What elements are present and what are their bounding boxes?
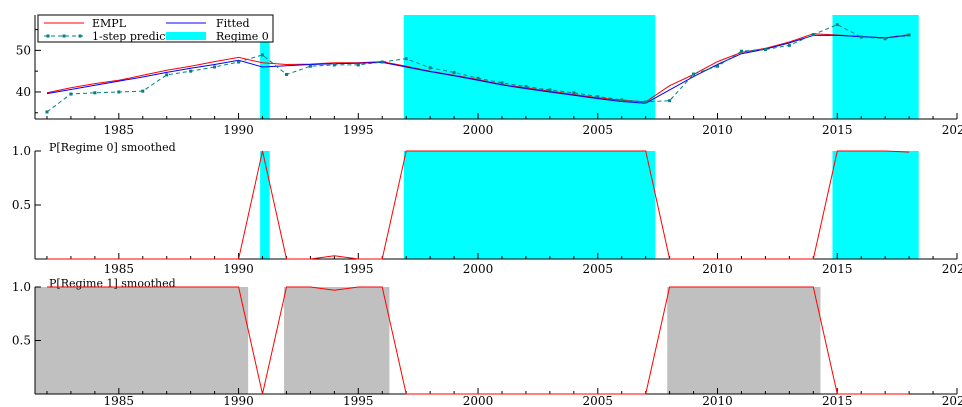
series-point — [284, 72, 288, 76]
legend-marker — [78, 34, 82, 38]
x-tick-label: 2020 — [942, 262, 962, 276]
legend-swatch — [166, 32, 206, 40]
series-point — [45, 110, 49, 114]
series-point — [596, 95, 600, 99]
regime-band — [403, 151, 656, 259]
x-tick-label: 2000 — [463, 262, 494, 276]
x-tick-label: 2015 — [822, 123, 853, 137]
legend-label: Fitted — [216, 17, 250, 30]
x-tick-label: 2010 — [702, 123, 733, 137]
y-tick-label: 50 — [16, 43, 31, 57]
x-tick-label: 2000 — [463, 123, 494, 137]
series-point — [620, 98, 624, 102]
series-line-probability — [47, 150, 910, 260]
legend-marker — [62, 34, 66, 38]
regime-band — [667, 287, 821, 394]
panel-2: 1985 1990 1995 2000 2005 2010 2015 2020 1.0 0.5 P[… — [12, 141, 962, 276]
series-point — [93, 91, 97, 95]
series-point — [356, 63, 360, 67]
series-point — [548, 88, 552, 92]
panel-1: 1985 1990 1995 2000 2005 2010 2015 2020 40 50 EMPL… — [16, 14, 962, 137]
x-tick-label: 1995 — [343, 262, 374, 276]
series-point — [452, 70, 456, 74]
legend-marker — [46, 34, 50, 38]
series-point — [572, 91, 576, 95]
x-tick-label: 2015 — [822, 262, 853, 276]
x-tick-label: 2020 — [942, 394, 962, 407]
panel-title: P[Regime 1] smoothed — [49, 277, 176, 290]
series-point — [859, 35, 863, 39]
x-tick-label: 2000 — [463, 394, 494, 407]
y-tick-label: 1.0 — [12, 144, 31, 158]
series-point — [308, 64, 312, 68]
series-point — [404, 57, 408, 61]
series-point — [524, 85, 528, 89]
series-point — [787, 43, 791, 47]
series-point — [213, 65, 217, 69]
series-point — [165, 73, 169, 77]
regime-band — [832, 151, 919, 259]
legend-box — [37, 14, 274, 43]
x-tick-label: 1985 — [104, 123, 135, 137]
series-point — [668, 99, 672, 103]
series-point — [644, 100, 648, 104]
x-tick-label: 1995 — [343, 394, 374, 407]
panel-title: P[Regime 0] smoothed — [49, 141, 176, 154]
series-point — [476, 76, 480, 80]
x-tick-label: 1990 — [223, 123, 254, 137]
series-point — [907, 33, 911, 37]
legend-label: EMPL — [92, 17, 127, 30]
x-tick-label: 2005 — [583, 123, 614, 137]
series-point — [692, 72, 696, 76]
series-line-probability — [47, 286, 910, 395]
x-tick-label: 1985 — [104, 262, 135, 276]
panel-3: 1985 1990 1995 2000 2005 2010 2015 2020 1.0 0.5 P[… — [12, 277, 962, 407]
series-point — [835, 23, 839, 27]
series-point — [141, 89, 145, 93]
series-point — [237, 60, 241, 64]
x-tick-label: 1985 — [104, 394, 135, 407]
y-tick-label: 0.5 — [12, 198, 31, 212]
regime-band — [35, 287, 249, 394]
x-tick-label: 1990 — [223, 394, 254, 407]
series-point — [189, 69, 193, 73]
series-point — [739, 49, 743, 53]
legend-label: 1-step prediction — [92, 30, 187, 43]
x-tick-label: 2010 — [702, 394, 733, 407]
y-tick-label: 0.5 — [12, 334, 31, 348]
series-point — [500, 81, 504, 85]
series-point — [117, 90, 121, 94]
x-tick-label: 2005 — [583, 394, 614, 407]
series-point — [428, 66, 432, 70]
x-tick-label: 1990 — [223, 262, 254, 276]
regime-band — [284, 287, 390, 394]
x-tick-label: 1995 — [343, 123, 374, 137]
series-point — [380, 60, 384, 64]
regime-band — [832, 15, 919, 119]
x-tick-label: 2010 — [702, 262, 733, 276]
y-tick-label: 40 — [16, 85, 31, 99]
series-point — [811, 33, 815, 37]
legend-label: Regime 0 — [216, 30, 269, 43]
regime-band — [403, 15, 656, 119]
series-point — [763, 48, 767, 52]
series-point — [716, 64, 720, 68]
series-point — [69, 92, 73, 96]
x-tick-label: 2015 — [822, 394, 853, 407]
series-point — [261, 53, 265, 57]
x-tick-label: 2020 — [942, 123, 962, 137]
series-point — [332, 63, 336, 67]
legend: EMPL Fitted 1-step prediction Regime 0 — [37, 14, 274, 43]
x-tick-label: 2005 — [583, 262, 614, 276]
y-tick-label: 1.0 — [12, 280, 31, 294]
regime-band — [260, 151, 270, 259]
series-point — [883, 37, 887, 41]
